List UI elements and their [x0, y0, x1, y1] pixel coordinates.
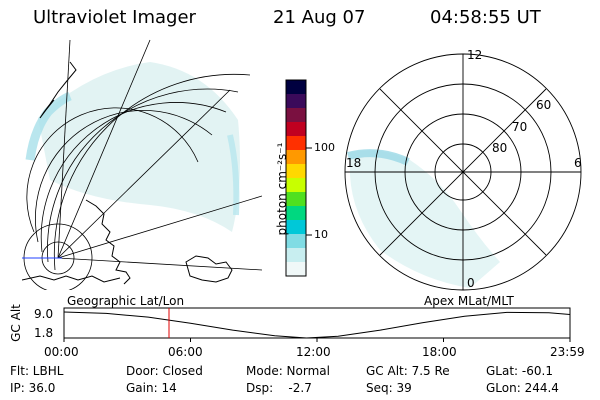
status-dsp: Dsp: -2.7 — [246, 381, 312, 395]
geo-lon-line-4 — [57, 39, 71, 259]
polar-mlt-label-0: 0 — [467, 276, 475, 290]
timeline-xtick-2359: 23:59 — [550, 345, 585, 359]
polar-mlt-label-6: 6 — [574, 156, 582, 170]
status-gain: Gain: 14 — [126, 381, 177, 395]
colorbar-cell — [286, 136, 306, 151]
geo-lon-line-3 — [57, 39, 151, 259]
polar-mlat-label-70: 70 — [512, 120, 528, 134]
colorbar-cell — [286, 80, 306, 95]
polar-aurora-edge — [346, 149, 410, 166]
timeline-ytick-max: 9.0 — [34, 307, 54, 321]
polar-mlt-label-12: 12 — [467, 48, 483, 62]
polar-aurora-region — [350, 150, 500, 288]
status-seq: Seq: 39 — [366, 381, 412, 395]
status-filter: Flt: LBHL — [10, 364, 64, 378]
geo-lat-arc-5 — [26, 107, 199, 233]
geo-aurora-edge-right — [227, 134, 240, 216]
timeline-xtick-0600: 06:00 — [168, 345, 203, 359]
status-glon: GLon: 244.4 — [486, 381, 559, 395]
geo-aurora-edge-left — [25, 91, 72, 161]
timeline-xtick-0000: 00:00 — [44, 345, 79, 359]
status-gc-alt: GC Alt: 7.5 Re — [366, 364, 450, 378]
date-label: 21 Aug 07 — [273, 7, 366, 28]
colorbar-cell — [286, 164, 306, 179]
geo-lon-line-1 — [57, 195, 262, 259]
geo-lat-arc-4 — [35, 110, 213, 243]
instrument-title: Ultraviolet Imager — [33, 7, 196, 28]
colorbar-cell — [286, 220, 306, 235]
timeline-frame — [63, 307, 571, 339]
colorbar-cell — [286, 108, 306, 123]
geo-coastline-south-america — [39, 61, 77, 119]
colorbar-cell — [286, 122, 306, 137]
geo-lat-arc-3 — [40, 102, 227, 253]
geo-panel-label: Geographic Lat/Lon — [67, 294, 185, 308]
colorbar-cell — [286, 178, 306, 193]
status-door: Door: Closed — [126, 364, 203, 378]
geo-coastline-island — [185, 255, 233, 283]
status-ip: IP: 36.0 — [10, 381, 56, 395]
colorbar-cell — [286, 206, 306, 221]
colorbar-tick-label-10: 10 — [314, 228, 328, 241]
geo-aurora-region — [38, 62, 240, 232]
status-mode: Mode: Normal — [246, 364, 330, 378]
polar-panel-label: Apex MLat/MLT — [424, 294, 514, 308]
timeline-xtick-1800: 18:00 — [422, 345, 457, 359]
altitude-curve — [63, 311, 571, 339]
geo-lon-line-5 — [57, 257, 262, 271]
colorbar-cell — [286, 262, 306, 277]
geo-lat-arc-1 — [53, 73, 251, 271]
timeline-xtick-1200: 12:00 — [296, 345, 331, 359]
colorbar-tick-label-100: 100 — [314, 141, 335, 154]
geo-coastline-peninsula — [85, 199, 131, 285]
status-glat: GLat: -60.1 — [486, 364, 553, 378]
colorbar-cell — [286, 94, 306, 109]
colorbar-frame — [285, 79, 307, 277]
colorbar-cell — [286, 150, 306, 165]
time-label: 04:58:55 UT — [430, 7, 541, 28]
colorbar-cell — [286, 248, 306, 263]
timeline-ylabel: GC Alt — [9, 304, 23, 342]
colorbar-cell — [286, 192, 306, 207]
geo-coastline-antarctica — [22, 275, 121, 283]
geo-lon-line-2 — [57, 89, 231, 259]
polar-mlt-label-18: 18 — [346, 156, 362, 170]
timeline-ytick-min: 1.8 — [34, 326, 54, 340]
polar-mlat-label-80: 80 — [492, 141, 508, 155]
geo-lat-arc-2 — [47, 88, 239, 263]
colorbar-cell — [286, 234, 306, 249]
polar-mlat-label-60: 60 — [536, 98, 552, 112]
polar-meridian-diag-2 — [379, 88, 547, 256]
